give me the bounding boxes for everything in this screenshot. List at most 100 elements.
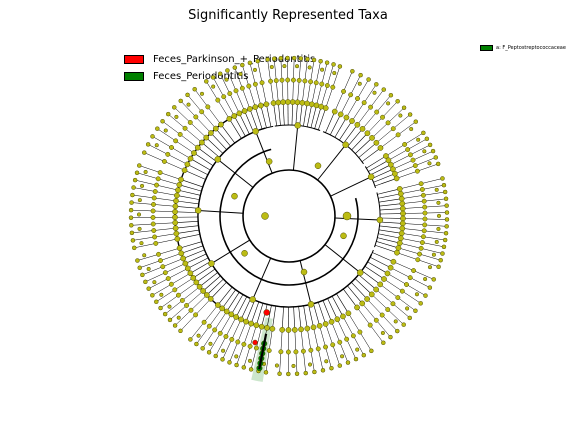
taxon-node — [258, 323, 265, 330]
branch-line — [299, 102, 303, 126]
taxon-node — [229, 336, 235, 342]
branch-line — [180, 179, 203, 188]
branch-line — [303, 103, 308, 127]
taxon-node — [278, 55, 284, 61]
branch-line — [379, 213, 403, 215]
taxon-node — [248, 367, 254, 372]
taxon-node — [320, 368, 326, 373]
branch-line — [327, 298, 338, 320]
branch-line — [317, 302, 326, 325]
taxon-node — [169, 145, 174, 150]
taxon-node — [444, 203, 449, 208]
taxon-node — [199, 109, 205, 115]
taxon-node — [150, 208, 156, 214]
taxon-node — [418, 301, 423, 306]
taxon-node — [177, 131, 183, 137]
taxon-node — [396, 186, 403, 192]
taxon-node — [137, 265, 142, 271]
taxon-node — [427, 265, 433, 270]
taxon-node — [188, 337, 193, 342]
branch-line — [378, 233, 401, 239]
branch-line — [197, 147, 217, 162]
taxon-node — [393, 175, 400, 182]
taxon-node — [176, 315, 181, 320]
taxon-node — [399, 205, 406, 212]
taxon-node — [174, 114, 179, 119]
taxon-node — [158, 258, 163, 264]
branch-line — [226, 292, 240, 312]
branch-line — [291, 102, 294, 126]
taxon-node — [150, 293, 155, 298]
taxon-node — [385, 307, 391, 312]
taxon-node — [419, 187, 425, 192]
taxon-node — [196, 283, 203, 290]
taxon-node — [414, 292, 420, 297]
taxon-node — [430, 148, 436, 154]
taxon-node — [265, 57, 270, 62]
taxon-node — [307, 65, 312, 70]
taxon-node — [319, 81, 325, 87]
branch-line — [369, 256, 391, 268]
taxon-node — [270, 100, 277, 106]
taxon-node — [372, 90, 377, 95]
branch-line — [361, 147, 381, 162]
taxon-node — [206, 350, 212, 355]
branch-line — [255, 107, 263, 130]
taxon-node — [390, 258, 397, 265]
branch-line — [324, 244, 361, 274]
taxon-node — [407, 275, 413, 281]
taxon-node — [187, 120, 193, 125]
taxon-node — [151, 201, 156, 207]
taxon-node — [385, 120, 391, 126]
taxon-node — [427, 142, 433, 148]
taxon-node — [131, 185, 136, 190]
taxon-node — [308, 79, 314, 85]
taxon-node — [344, 336, 350, 342]
branch-line — [351, 282, 368, 300]
branch-line — [175, 211, 199, 213]
branch-line — [308, 304, 314, 328]
taxon-node — [312, 369, 317, 375]
taxon-node — [173, 230, 180, 237]
taxon-node — [431, 277, 436, 282]
taxon-node — [252, 339, 258, 346]
taxon-node — [433, 155, 439, 160]
taxon-node — [383, 153, 389, 159]
taxon-node — [311, 57, 317, 63]
branch-line — [374, 178, 397, 187]
taxon-node — [150, 134, 155, 139]
taxon-node — [234, 354, 239, 359]
taxon-node — [342, 211, 352, 221]
taxon-node — [393, 319, 398, 324]
taxon-node — [172, 287, 178, 293]
taxon-node — [137, 198, 142, 203]
taxon-node — [219, 305, 226, 312]
branch-line — [272, 305, 277, 329]
taxon-node — [444, 210, 450, 215]
branch-line — [202, 275, 221, 292]
taxon-node — [190, 275, 197, 281]
taxon-node — [395, 132, 401, 138]
taxon-node — [152, 189, 158, 194]
taxon-node — [192, 86, 197, 92]
taxon-node — [424, 136, 430, 142]
taxon-node — [364, 130, 371, 137]
taxon-node — [155, 126, 160, 131]
taxon-node — [435, 161, 441, 167]
clade-legend: a: F_Peptostreptococcaceae — [480, 44, 576, 52]
branch-line — [187, 257, 209, 269]
taxon-node — [201, 319, 207, 325]
taxon-node — [399, 225, 406, 232]
taxon-node — [207, 296, 214, 302]
taxon-node — [307, 301, 315, 308]
branch-line — [334, 117, 347, 138]
branch-line — [260, 105, 267, 128]
taxon-node — [217, 330, 223, 336]
taxon-node — [359, 126, 366, 132]
taxon-node — [238, 72, 243, 77]
taxon-node — [361, 100, 367, 106]
taxon-node — [176, 245, 183, 251]
branch-line — [313, 303, 320, 326]
taxon-node — [165, 111, 171, 117]
branch-line — [177, 189, 201, 196]
